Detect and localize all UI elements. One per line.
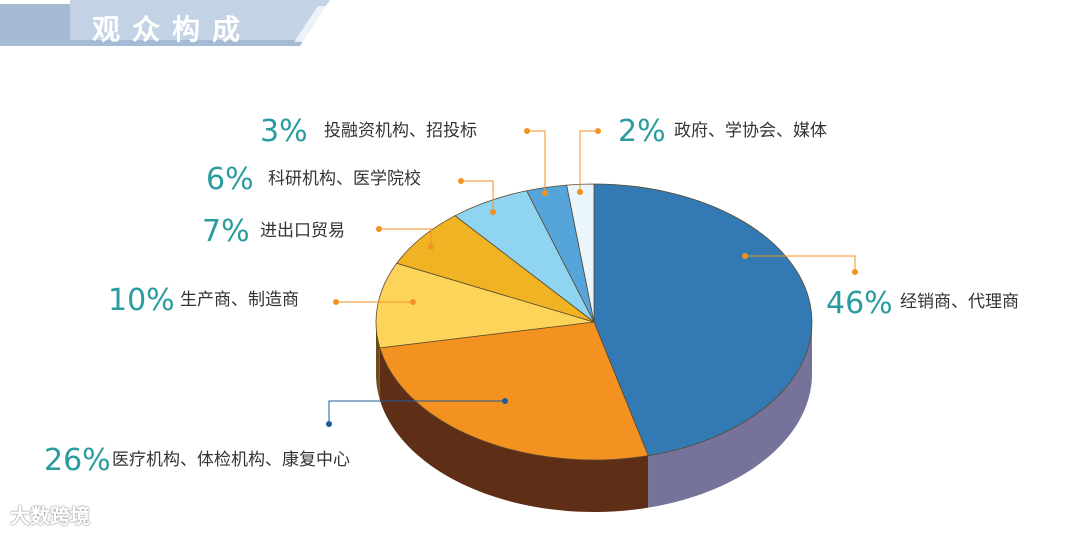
pie-slice bbox=[375, 262, 595, 349]
leader-line bbox=[379, 228, 432, 247]
leader-end-dot bbox=[326, 421, 332, 427]
leader-line bbox=[745, 255, 856, 272]
slice-percent-label: 10% bbox=[108, 283, 175, 318]
leader-anchor-dot bbox=[428, 244, 434, 250]
leader-end-dot bbox=[333, 299, 339, 305]
slice-category-label: 政府、学协会、媒体 bbox=[674, 121, 827, 141]
leader-anchor-dot bbox=[490, 209, 496, 215]
leader-line bbox=[527, 130, 546, 193]
slice-category-label: 生产商、制造商 bbox=[180, 290, 299, 310]
leader-end-dot bbox=[852, 269, 858, 275]
slice-percent-label: 7% bbox=[202, 214, 250, 249]
header-banner bbox=[0, 0, 330, 46]
watermark-text: 大数跨境 bbox=[10, 504, 90, 528]
slice-percent-label: 3% bbox=[260, 114, 308, 149]
label-group: 46% 经销商、代理商 26% 医疗机构、体检机构、康复中心 10% 生产商、制造商 7% 进… bbox=[44, 114, 1019, 478]
pie-slice bbox=[379, 321, 649, 461]
slice-percent-label: 46% bbox=[826, 286, 893, 321]
slice-category-label: 经销商、代理商 bbox=[900, 292, 1019, 312]
leader-anchor-dot bbox=[502, 398, 508, 404]
leader-anchor-dot bbox=[410, 299, 416, 305]
leader-end-dot bbox=[458, 178, 464, 184]
pie-slice bbox=[593, 183, 813, 457]
slice-percent-label: 6% bbox=[206, 162, 254, 197]
pie-side-wall bbox=[648, 322, 812, 508]
leader-end-dot bbox=[376, 226, 382, 232]
pie-side-wall bbox=[376, 322, 380, 400]
page-title: 观众构成 bbox=[92, 13, 253, 46]
leader-anchor-dot bbox=[742, 253, 748, 259]
leader-line bbox=[579, 130, 598, 192]
slice-percent-label: 2% bbox=[618, 114, 666, 149]
slice-category-label: 投融资机构、招投标 bbox=[324, 121, 477, 141]
watermark: 大数跨境 bbox=[10, 500, 90, 529]
leader-line bbox=[328, 400, 505, 424]
leader-end-dot bbox=[524, 128, 530, 134]
slice-percent-label: 26% bbox=[44, 443, 111, 478]
leader-anchor-dot bbox=[542, 190, 548, 196]
leader-anchor-dot bbox=[577, 189, 583, 195]
leader-end-dot bbox=[595, 128, 601, 134]
pie-side-group bbox=[376, 322, 812, 512]
pie-side-wall bbox=[379, 347, 649, 512]
slice-category-label: 进出口贸易 bbox=[260, 221, 345, 241]
leader-line bbox=[461, 180, 494, 212]
slice-category-label: 医疗机构、体检机构、康复中心 bbox=[112, 450, 350, 470]
slice-category-label: 科研机构、医学院校 bbox=[268, 169, 421, 189]
pie-top-group bbox=[375, 183, 813, 461]
